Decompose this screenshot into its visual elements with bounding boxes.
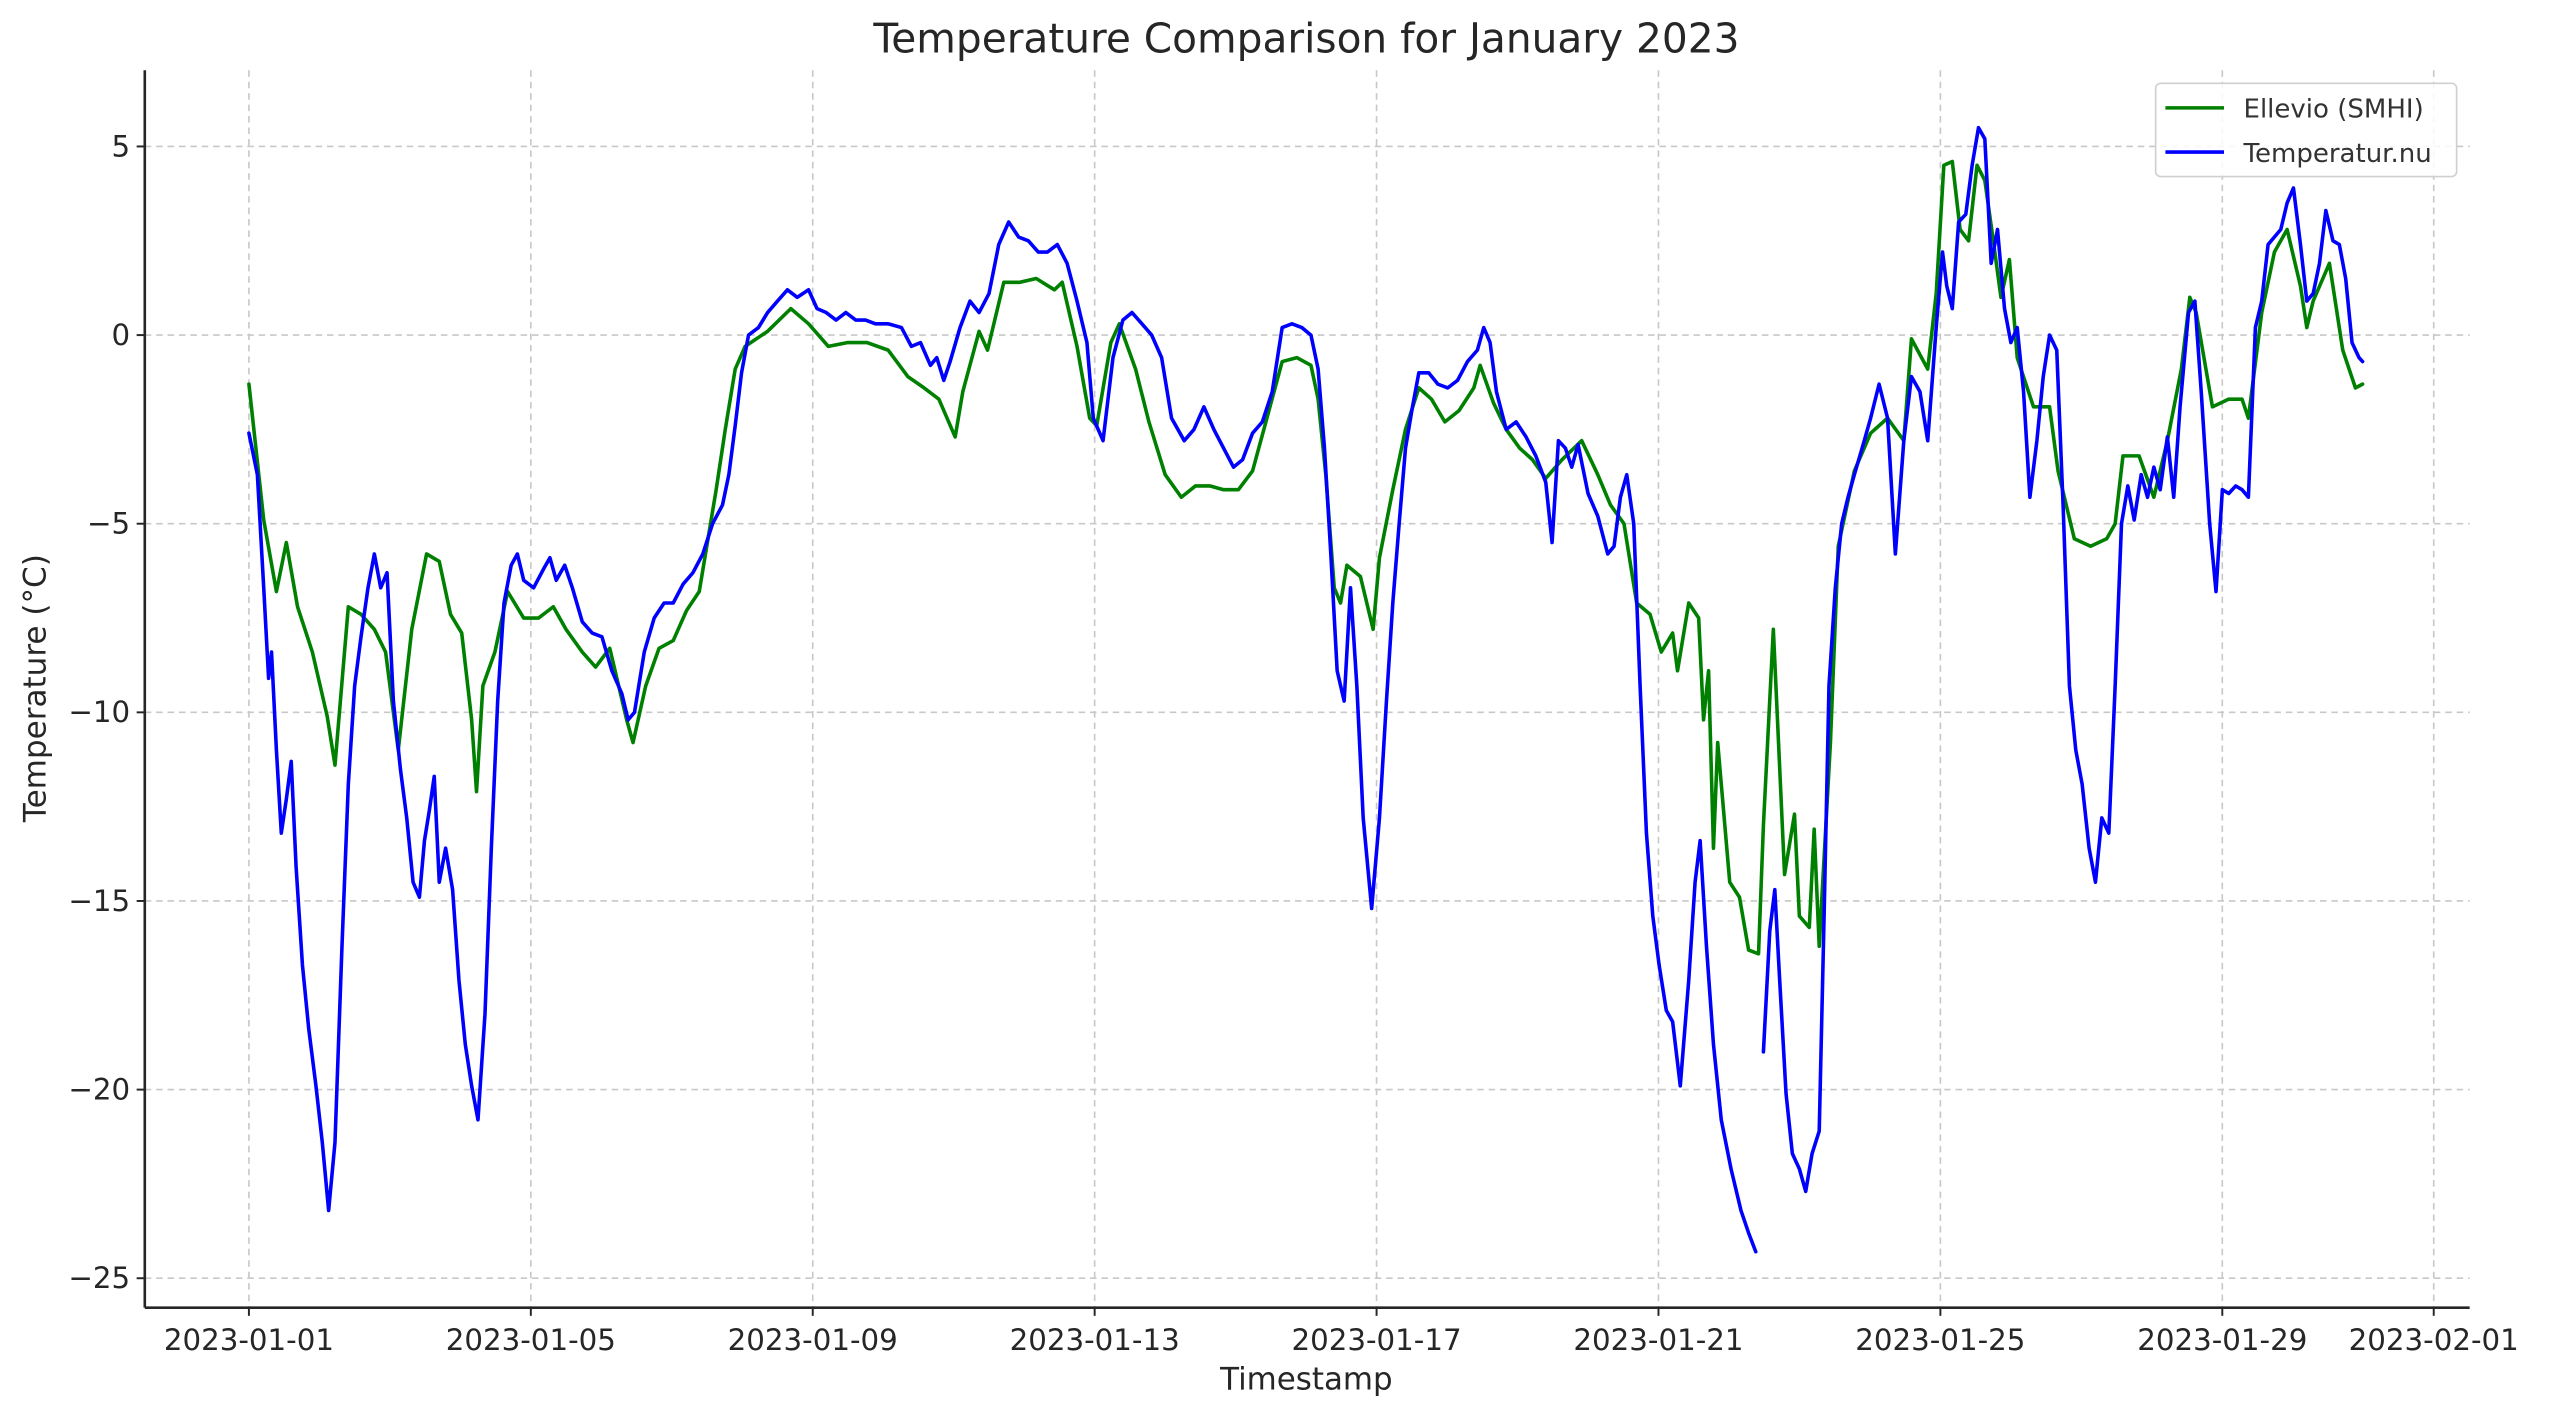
series-temperatur-nu xyxy=(247,125,2365,1254)
y-tick-label: 0 xyxy=(112,318,131,352)
x-tick-label: 2023-01-29 xyxy=(2137,1323,2307,1357)
series-line xyxy=(247,159,2365,956)
legend-label-ellevio: Ellevio (SMHI) xyxy=(2244,95,2424,125)
x-tick-label: 2023-01-13 xyxy=(1010,1323,1180,1357)
x-axis-label: Timestamp xyxy=(1219,1361,1392,1397)
y-axis-ticks: 5 0 −5 −10 −15 −20 −25 xyxy=(68,129,145,1295)
chart-title: Temperature Comparison for January 2023 xyxy=(872,14,1739,62)
y-tick-label: −5 xyxy=(87,506,130,540)
plot-area: 50−5−10−15−20−25 2023-01-01 2023-01-05 202… xyxy=(68,70,2519,1357)
y-tick-label: −20 xyxy=(68,1072,130,1106)
y-axis-label: Temperature (°C) xyxy=(18,554,54,823)
x-tick-label: 2023-01-17 xyxy=(1291,1323,1461,1357)
series-line xyxy=(1761,125,2365,1194)
series-line xyxy=(247,220,1758,1254)
legend-label-temperatur-nu: Temperatur.nu xyxy=(2243,139,2432,169)
x-tick-label: 2023-01-21 xyxy=(1573,1323,1743,1357)
y-tick-label: −15 xyxy=(68,884,130,918)
legend-box xyxy=(2154,82,2458,178)
series-ellevio-smhi xyxy=(247,159,2365,956)
x-axis-ticks: 2023-01-01 2023-01-05 2023-01-09 2023-01-13… xyxy=(164,1307,2519,1357)
x-tick-label: 2023-01-25 xyxy=(1855,1323,2025,1357)
legend: Ellevio (SMHI) Temperatur.nu xyxy=(2154,82,2458,178)
x-tick-label: 2023-02-01 xyxy=(2349,1323,2519,1357)
y-tick-label: 5 xyxy=(112,129,131,163)
x-tick-label: 2023-01-05 xyxy=(446,1323,616,1357)
grid-lines xyxy=(144,70,2470,1308)
y-tick-label: −25 xyxy=(68,1261,130,1295)
x-tick-label: 2023-01-01 xyxy=(164,1323,334,1357)
x-tick-label: 2023-01-09 xyxy=(728,1323,898,1357)
y-tick-label: −10 xyxy=(68,695,130,729)
data-series xyxy=(247,125,2365,1254)
